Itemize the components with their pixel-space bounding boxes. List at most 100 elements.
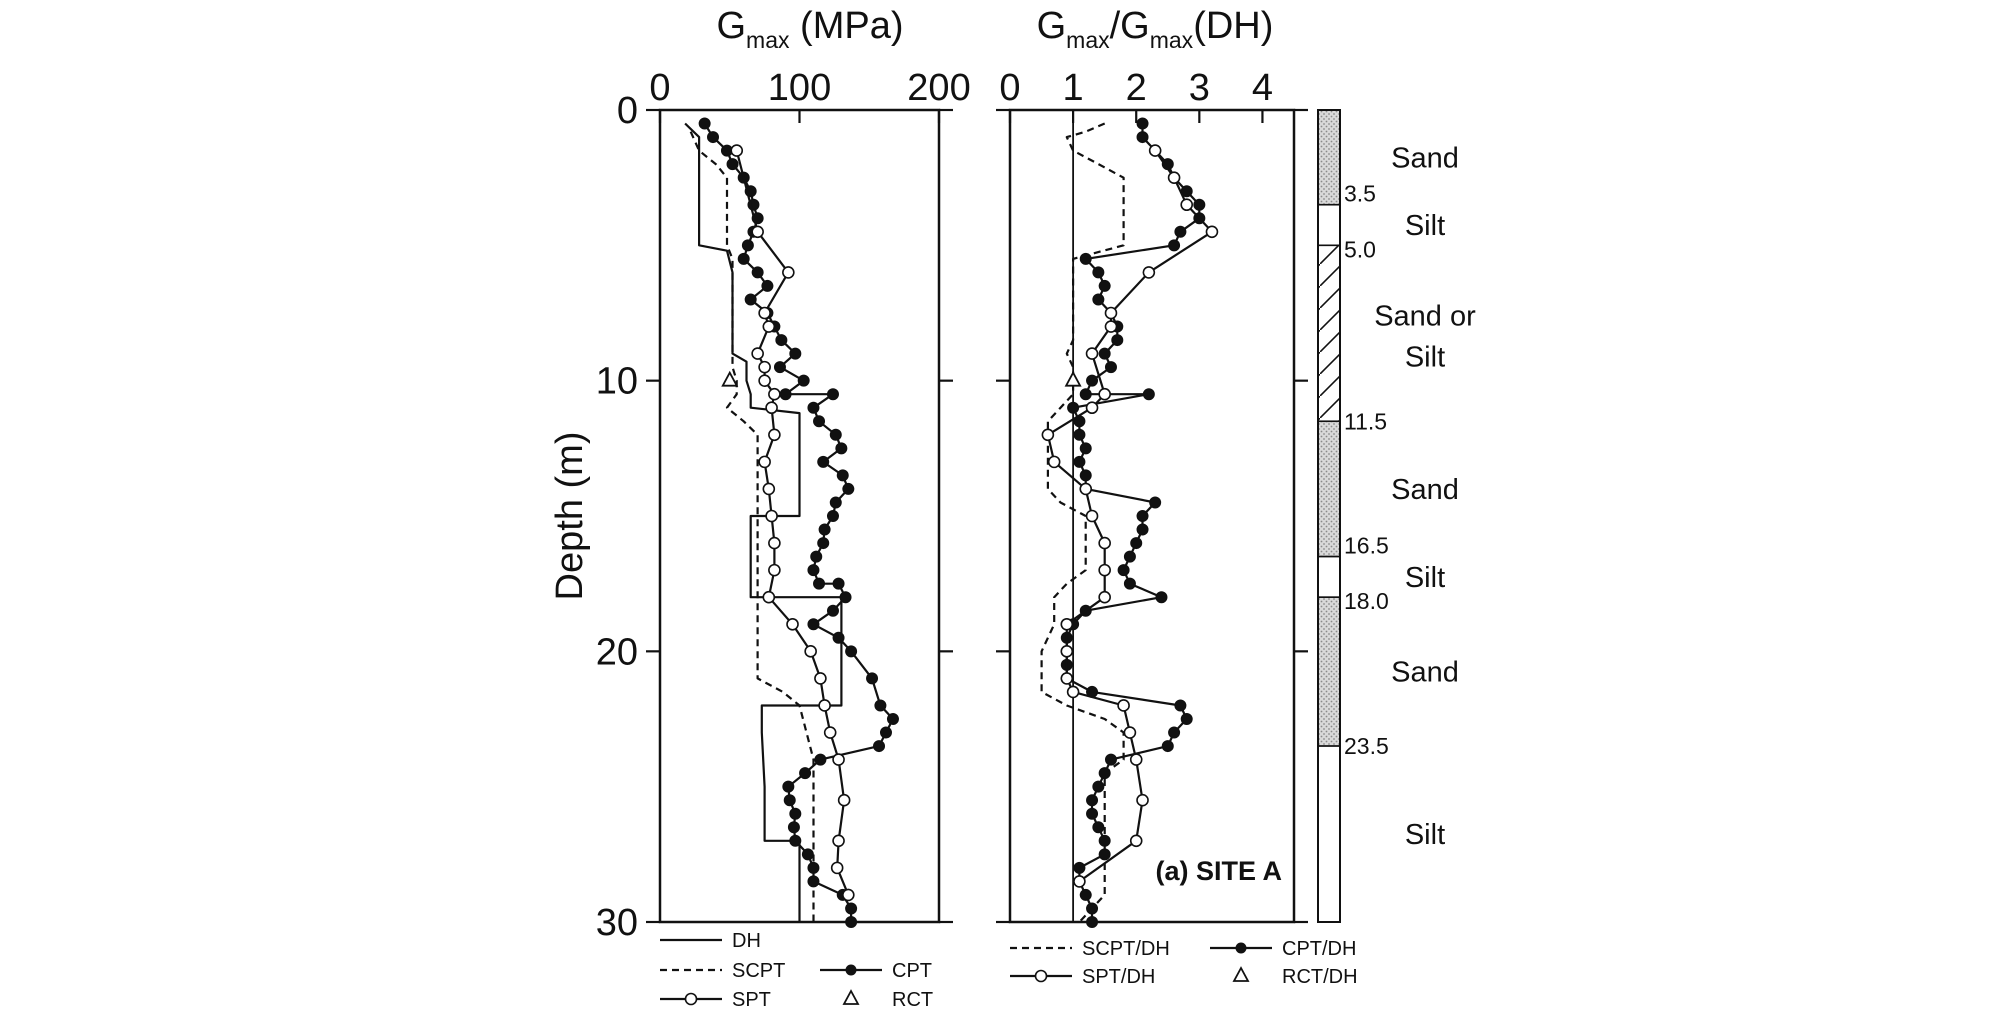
gmax-x-tick-label: 200: [907, 67, 970, 109]
series-spt-point: [751, 225, 764, 239]
soil-layer-label: Sand: [1391, 142, 1459, 174]
series-cpt-dh-point: [1098, 279, 1111, 292]
series-cpt-point: [832, 631, 845, 644]
series-cpt-point: [737, 252, 750, 265]
series-cpt-point: [886, 713, 899, 725]
series-cpt-dh-point: [1092, 293, 1105, 306]
soil-boundary-depth-label: 18.0: [1344, 588, 1389, 614]
legend-dh-label: DH: [732, 930, 761, 952]
series-cpt-dh-point: [1079, 888, 1092, 901]
legend-entry-cpt: CPT: [820, 960, 932, 982]
legend-spt-dh-marker: [1034, 969, 1048, 983]
series-cpt-dh-point: [1073, 861, 1086, 874]
series-spt-dh-point: [1205, 225, 1219, 239]
series-cpt-dh-point: [1104, 361, 1117, 374]
series-cpt-dh-point: [1174, 225, 1187, 238]
series-cpt-point: [879, 726, 892, 739]
depth-tick-label: 20: [596, 631, 638, 673]
series-cpt-point: [744, 293, 757, 306]
site-annotation: (a) SITE A: [1155, 856, 1282, 886]
series-cpt-point: [836, 469, 849, 482]
series-cpt-point: [829, 428, 842, 441]
series-cpt-point: [807, 401, 820, 414]
series-cpt-point: [818, 523, 831, 536]
series-cpt-point: [873, 740, 886, 753]
depth-tick-label: 30: [596, 902, 638, 944]
series-spt-dh-point: [1098, 536, 1111, 550]
legend-entry-rct: RCT: [842, 989, 933, 1011]
series-cpt-dh-point: [1073, 455, 1086, 468]
series-spt-dh-point: [1060, 672, 1074, 685]
series-cpt-dh-point: [1098, 767, 1111, 780]
series-spt-dh-point: [1041, 428, 1055, 442]
legend-spt-label: SPT: [732, 989, 771, 1011]
gmax-title-rest: (MPa): [790, 5, 904, 47]
series-spt-point: [818, 699, 831, 712]
series-cpt-point: [874, 699, 887, 712]
series-cpt-point: [826, 510, 839, 522]
series-spt-dh-point: [1085, 347, 1099, 360]
legend-entry-scpt: SCPT: [660, 960, 785, 982]
series-cpt-dh-point: [1092, 821, 1105, 834]
series-cpt-point: [866, 672, 879, 685]
series-spt-point: [758, 455, 771, 469]
series-cpt-dh-point: [1117, 564, 1130, 577]
legend-spt-dh-label: SPT/DH: [1082, 966, 1155, 988]
series-spt-point: [758, 306, 771, 320]
series-spt-dh-point: [1104, 306, 1118, 320]
soil-layer-silt: [1317, 203, 1341, 247]
series-cpt-dh-point: [1079, 469, 1092, 482]
legend-cpt-dh-marker: [1235, 942, 1247, 954]
ratio-x-tick-label: 0: [999, 67, 1020, 109]
series-cpt-dh-point: [1142, 388, 1155, 401]
series-cpt-point: [726, 158, 739, 171]
series-cpt-point: [797, 374, 810, 387]
legend-entry-rct-dh: RCT/DH: [1232, 966, 1358, 988]
series-cpt-dh-point: [1149, 496, 1162, 509]
series-cpt-point: [789, 347, 802, 360]
series-spt-point: [782, 266, 795, 279]
series-cpt-dh-point: [1086, 902, 1099, 915]
series-cpt-dh-point: [1111, 334, 1124, 347]
soil-boundary-depth-label: 23.5: [1344, 733, 1389, 759]
series-cpt-point: [782, 780, 795, 793]
series-cpt-point: [845, 645, 858, 658]
series-spt-point: [768, 563, 781, 577]
series-cpt-dh-point: [1086, 374, 1099, 387]
series-cpt-point: [707, 131, 720, 144]
soil-layer-silt: [1317, 555, 1341, 598]
series-cpt-point: [783, 794, 796, 807]
soil-layer-sand: [1317, 420, 1341, 558]
ratio-x-tick-label: 3: [1189, 67, 1210, 109]
series-spt-point: [758, 360, 771, 374]
series-cpt-point: [829, 496, 842, 509]
soil-layer-label: Silt: [1405, 210, 1445, 242]
gmax-title-base: G: [716, 5, 746, 47]
series-cpt-dh-point: [1136, 510, 1149, 522]
soil-column: Sand Silt Sand or Silt Sand Silt Sand Silt 3.5 5.…: [1317, 109, 1476, 923]
series-spt-dh-point: [1098, 387, 1111, 401]
series-cpt-dh-point: [1193, 198, 1206, 211]
legend-spt-marker: [684, 992, 698, 1006]
gmax-x-tick-label: 0: [649, 67, 670, 109]
series-cpt-point: [807, 875, 820, 888]
legend-entry-dh: DH: [660, 930, 761, 952]
series-spt-dh-point: [1117, 699, 1130, 712]
series-cpt-dh-point: [1086, 794, 1099, 807]
series-cpt-dh-point: [1079, 388, 1092, 401]
series-spt-dh-point: [1079, 482, 1093, 496]
series-spt-dh-point: [1142, 266, 1156, 279]
series-cpt-dh-point: [1098, 834, 1111, 847]
series-cpt-point: [807, 861, 820, 874]
legend-entry-scpt-dh: SCPT/DH: [1010, 938, 1170, 960]
series-spt-dh-point: [1085, 401, 1099, 415]
series-cpt-dh-point: [1073, 428, 1086, 441]
legend-rct-dh-marker: [1232, 966, 1250, 982]
ratio-plot-frame: [1008, 108, 1296, 924]
series-cpt-point: [826, 604, 839, 617]
gmax-plot-frame: [658, 108, 941, 924]
soil-layer-label: Sand: [1391, 474, 1459, 506]
series-cpt-point: [801, 848, 814, 861]
legend-entry-spt: SPT: [660, 989, 771, 1011]
